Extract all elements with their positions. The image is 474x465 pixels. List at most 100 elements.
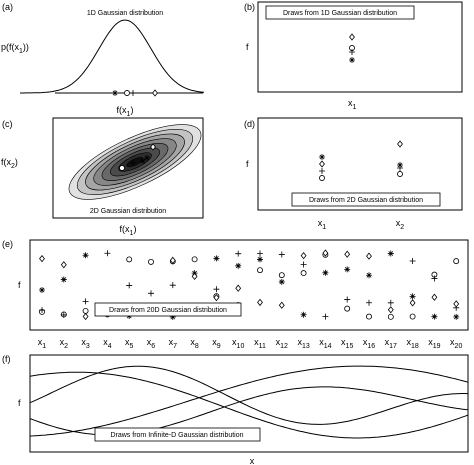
x-label: x9 bbox=[212, 337, 221, 350]
marker-star bbox=[278, 278, 285, 285]
x-label: f(x1) bbox=[117, 105, 134, 118]
x-label: x7 bbox=[169, 337, 178, 350]
x-label-part: x bbox=[341, 337, 346, 347]
x-label: x14 bbox=[319, 337, 331, 350]
x-label-part: x bbox=[169, 337, 174, 347]
marker-circle bbox=[366, 313, 372, 320]
x-label-part: x bbox=[348, 98, 353, 108]
marker-plus bbox=[300, 261, 307, 268]
panel-title: Draws from 1D Gaussian distribution bbox=[283, 10, 397, 17]
x-label-part: x bbox=[276, 337, 281, 347]
x-label-sub: 6 bbox=[151, 343, 155, 350]
panel-title: 2D Gaussian distribution bbox=[90, 208, 166, 215]
marker-star bbox=[366, 272, 372, 279]
x-label-sub: 17 bbox=[389, 343, 397, 350]
marker-star bbox=[409, 293, 416, 300]
x-label-sub: 10 bbox=[237, 343, 245, 350]
x-label-part: x bbox=[125, 337, 130, 347]
y-label-part: ) bbox=[15, 157, 18, 167]
marker-diamond bbox=[409, 299, 416, 307]
x-label: x4 bbox=[103, 337, 112, 350]
sample-curve bbox=[29, 365, 469, 437]
x-label-part: x bbox=[363, 337, 368, 347]
marker-plus bbox=[409, 258, 416, 265]
x-label-part: ) bbox=[133, 224, 136, 234]
panel-title: 1D Gaussian distribution bbox=[87, 10, 163, 17]
y-label: f(x2) bbox=[1, 157, 18, 170]
x-label-part: f(x bbox=[120, 224, 130, 234]
label-box bbox=[94, 427, 261, 442]
sample-curve bbox=[29, 371, 469, 439]
x-label: x2 bbox=[60, 337, 69, 350]
panel-tag: (e) bbox=[2, 239, 13, 249]
x-label-sub: 1 bbox=[42, 343, 46, 350]
marker-circle bbox=[344, 305, 351, 312]
x-label-sub: 18 bbox=[411, 343, 419, 350]
x-label-part: f(x bbox=[117, 105, 127, 115]
marker-star bbox=[322, 269, 329, 276]
x-label-part: x bbox=[212, 337, 217, 347]
x-label: x1 bbox=[38, 337, 47, 350]
marker-plus bbox=[130, 90, 136, 96]
x-label-part: x bbox=[147, 337, 152, 347]
x-label-part: x bbox=[318, 218, 323, 228]
marker-circle bbox=[126, 256, 133, 263]
marker-diamond bbox=[453, 300, 460, 308]
marker-plus bbox=[169, 282, 176, 289]
marker-star bbox=[39, 287, 45, 294]
x-label-sub: 16 bbox=[367, 343, 375, 350]
panel-title: Draws from 20D Gaussian distribution bbox=[109, 307, 227, 314]
panel-frame bbox=[52, 117, 204, 219]
x-label-sub: 20 bbox=[455, 343, 463, 350]
x-label: x1 bbox=[348, 98, 357, 111]
x-label-part: x bbox=[396, 218, 401, 228]
marker-diamond bbox=[213, 293, 220, 302]
y-label: f bbox=[18, 398, 21, 408]
marker-diamond bbox=[152, 89, 158, 97]
marker-diamond bbox=[349, 33, 355, 41]
x-label: x3 bbox=[81, 337, 90, 350]
density-curve bbox=[20, 19, 205, 94]
sample-curve bbox=[29, 365, 469, 425]
x-label: x2 bbox=[396, 218, 405, 231]
marker-plus bbox=[344, 296, 351, 303]
marker-plus bbox=[319, 168, 325, 174]
x-label-sub: 1 bbox=[130, 230, 134, 237]
x-label-sub: 1 bbox=[322, 224, 326, 231]
marker-plus bbox=[126, 282, 133, 289]
marker-star bbox=[112, 90, 118, 96]
x-label: x8 bbox=[190, 337, 199, 350]
x-label-part: x bbox=[319, 337, 324, 347]
marker-star bbox=[300, 311, 307, 318]
x-label: x10 bbox=[232, 337, 244, 350]
x-label-sub: 3 bbox=[86, 343, 90, 350]
x-label-sub: 13 bbox=[302, 343, 310, 350]
marker-star bbox=[349, 57, 355, 63]
marker-circle bbox=[387, 313, 394, 320]
x-label-part: x bbox=[38, 337, 43, 347]
x-label: f(x1) bbox=[120, 224, 137, 237]
marker-diamond bbox=[82, 312, 89, 321]
marker-star bbox=[387, 250, 394, 257]
marker-circle bbox=[119, 165, 125, 171]
x-label-sub: 14 bbox=[324, 343, 332, 350]
marker-diamond bbox=[387, 306, 394, 314]
panel-tag: (f) bbox=[2, 354, 11, 364]
panel-frame bbox=[257, 1, 463, 93]
y-label-part: )) bbox=[23, 42, 29, 52]
x-label: x13 bbox=[297, 337, 309, 350]
x-label-part: x bbox=[450, 337, 455, 347]
marker-circle bbox=[278, 272, 285, 279]
panel-tag: (d) bbox=[244, 119, 255, 129]
label-box bbox=[291, 192, 441, 207]
marker-plus bbox=[148, 290, 154, 297]
marker-plus bbox=[349, 49, 355, 55]
y-label-sub: 2 bbox=[11, 163, 15, 170]
marker-circle bbox=[319, 175, 325, 181]
marker-star bbox=[169, 313, 176, 320]
marker-star bbox=[319, 154, 325, 160]
marker-circle bbox=[82, 307, 89, 314]
x-label: x5 bbox=[125, 337, 134, 350]
marker-star bbox=[431, 313, 438, 320]
x-label-sub: 7 bbox=[173, 343, 177, 350]
